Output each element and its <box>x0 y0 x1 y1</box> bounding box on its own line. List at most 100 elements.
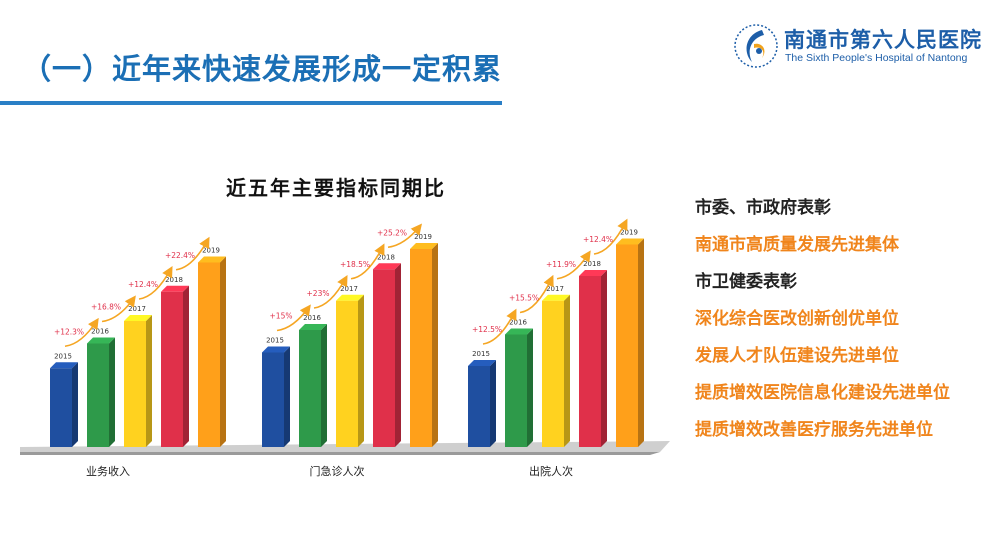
bar-side <box>564 294 570 447</box>
bar-year-label: 2019 <box>414 233 432 241</box>
growth-arrow <box>138 265 173 300</box>
bar-side <box>220 256 226 447</box>
bar-top <box>87 337 115 344</box>
bar <box>50 368 72 447</box>
bar <box>542 300 564 447</box>
bar-side <box>395 263 401 447</box>
bar-top <box>616 238 644 245</box>
bar <box>161 291 183 447</box>
growth-arrow <box>482 308 517 345</box>
award-item: 提质增效改善医疗服务先进单位 <box>695 420 933 440</box>
bar-side <box>432 243 438 447</box>
growth-label: +23% <box>307 289 330 298</box>
bar <box>87 343 109 447</box>
bar-year-label: 2019 <box>202 247 220 255</box>
bar-year-label: 2018 <box>583 260 601 268</box>
bar-year-label: 2015 <box>266 337 284 345</box>
category-label: 门急诊人次 <box>310 464 365 478</box>
growth-label: +15.5% <box>509 294 539 303</box>
growth-arrow <box>313 274 348 309</box>
bar-year-label: 2017 <box>128 305 146 313</box>
bar <box>373 269 395 447</box>
bar-top <box>336 294 364 301</box>
bar-top <box>198 256 226 263</box>
bar-side <box>146 315 152 447</box>
bar-year-label: 2019 <box>620 229 638 237</box>
chart-title: 近五年主要指标同期比 <box>226 176 446 200</box>
hospital-logo: 南通市第六人民医院 The Sixth People's Hospital of… <box>732 18 992 74</box>
bar <box>410 249 432 447</box>
growth-arrow <box>101 295 136 323</box>
bar-top <box>299 324 327 330</box>
bar <box>198 262 220 447</box>
award-item: 发展人才队伍建设先进单位 <box>695 346 899 366</box>
growth-arrow <box>519 274 554 314</box>
award-item: 市委、市政府表彰 <box>695 198 831 218</box>
bar-side <box>358 294 364 447</box>
growth-label: +22.4% <box>165 251 195 260</box>
hospital-name-cn: 南通市第六人民医院 <box>784 28 982 52</box>
growth-arrow <box>556 250 591 280</box>
bar <box>336 300 358 447</box>
bar-side <box>72 362 78 447</box>
bar-year-label: 2018 <box>377 253 395 261</box>
bar-year-label: 2016 <box>509 319 527 327</box>
bar-year-label: 2018 <box>165 276 183 284</box>
bar-chart: 2015 2016 2017 2018 2019 +12.3% +16.8% +12.4% +2… <box>20 218 670 478</box>
bar-year-label: 2017 <box>546 285 564 293</box>
chart-floor-edge <box>20 452 660 455</box>
bar <box>468 366 490 447</box>
growth-label: +12.3% <box>54 327 84 336</box>
bar-top <box>50 362 78 369</box>
award-item: 市卫健委表彰 <box>695 272 797 292</box>
category-label: 出院人次 <box>529 464 573 478</box>
bar-top <box>505 328 533 335</box>
hospital-name-en: The Sixth People's Hospital of Nantong <box>785 52 968 64</box>
growth-arrow <box>593 218 628 255</box>
growth-arrow <box>175 236 210 271</box>
growth-label: +18.5% <box>340 260 370 269</box>
award-item: 南通市高质量发展先进集体 <box>695 235 899 255</box>
bar-top <box>124 315 152 321</box>
growth-label: +25.2% <box>377 228 407 237</box>
growth-label: +15% <box>270 312 293 321</box>
bar-top <box>542 294 570 301</box>
bar-side <box>490 360 496 447</box>
bar-top <box>579 270 607 276</box>
growth-label: +12.4% <box>583 235 613 244</box>
bar-year-label: 2016 <box>303 314 321 322</box>
awards-list: 市委、市政府表彰南通市高质量发展先进集体 市卫健委表彰深化综合医改创新创优单位 发展… <box>695 196 995 455</box>
growth-arrow <box>64 317 99 348</box>
bar-year-label: 2015 <box>472 350 490 358</box>
growth-arrow <box>276 304 311 332</box>
bar-top <box>262 346 290 353</box>
bar-top <box>410 243 438 249</box>
bar-side <box>527 328 533 447</box>
bar <box>299 330 321 447</box>
bar <box>262 352 284 447</box>
growth-label: +11.9% <box>546 260 576 269</box>
growth-arrow <box>350 243 385 280</box>
growth-label: +12.4% <box>128 280 158 289</box>
bar <box>579 276 601 447</box>
bar-side <box>284 346 290 447</box>
bar <box>616 244 638 447</box>
category-label: 业务收入 <box>86 464 130 478</box>
bar-top <box>468 360 496 366</box>
bar-year-label: 2015 <box>54 352 72 360</box>
hospital-logo-icon <box>734 24 778 68</box>
growth-label: +12.5% <box>472 325 502 334</box>
bar <box>124 321 146 447</box>
bar-side <box>321 324 327 447</box>
growth-label: +16.8% <box>91 303 121 312</box>
growth-arrow <box>387 223 423 249</box>
bar-year-label: 2016 <box>91 328 109 336</box>
page-title: （一）近年来快速发展形成一定积累 <box>22 52 503 86</box>
award-item: 提质增效医院信息化建设先进单位 <box>695 383 950 403</box>
bar <box>505 334 527 447</box>
bar-top <box>373 263 401 270</box>
bar-side <box>183 285 189 447</box>
bar-side <box>109 337 115 447</box>
bar-side <box>638 238 644 447</box>
award-item: 深化综合医改创新创优单位 <box>695 309 899 329</box>
